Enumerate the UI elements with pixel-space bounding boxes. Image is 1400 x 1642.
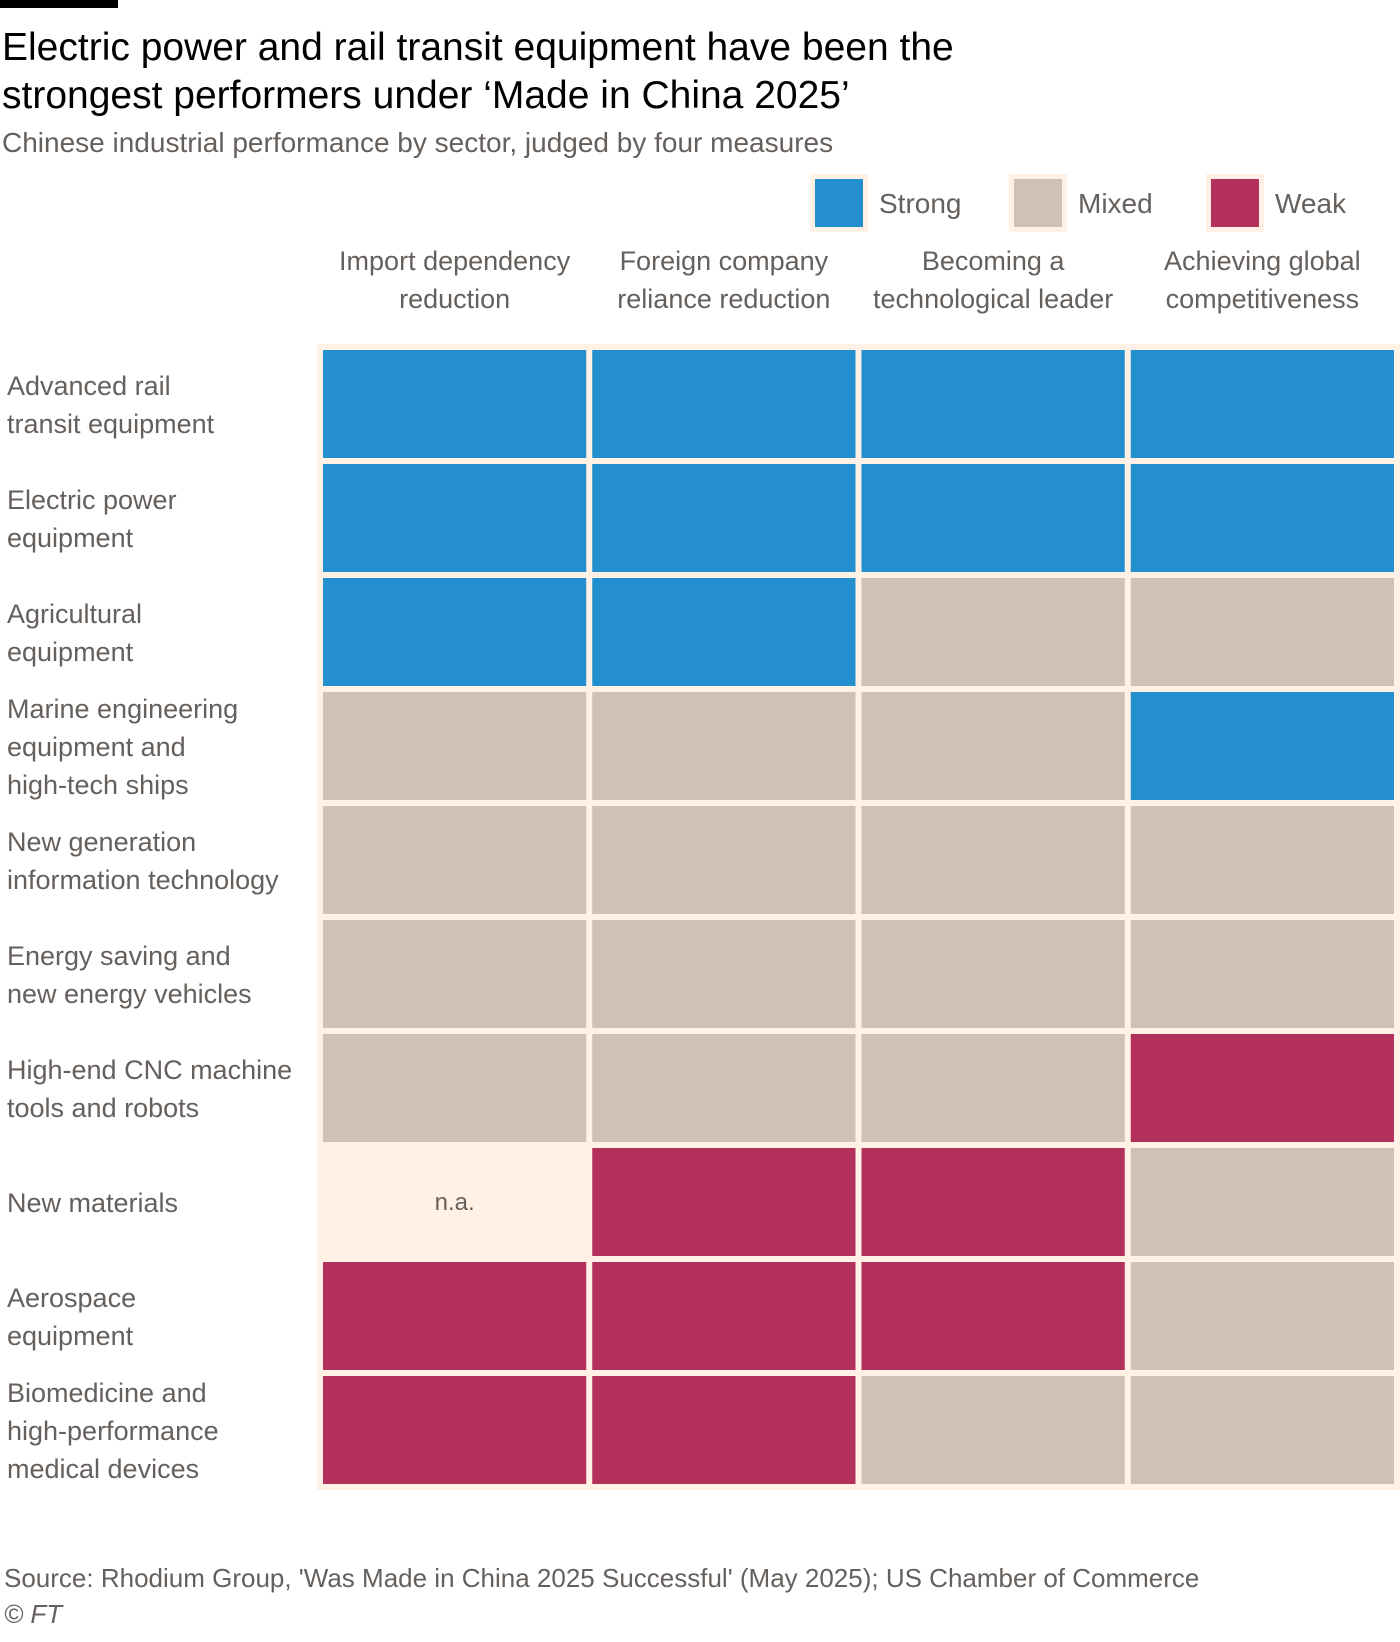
heatmap-cell-1-1-strong bbox=[592, 464, 856, 572]
chart-title: Electric power and rail transit equipmen… bbox=[2, 26, 954, 117]
row-label-3-line-0: Marine engineering bbox=[7, 694, 238, 724]
heatmap-cell-8-3-mixed bbox=[1130, 1262, 1394, 1370]
heatmap-chart: Strong Mixed Weak Import dependency reductio… bbox=[7, 174, 1400, 1490]
source-note: Source: Rhodium Group, 'Was Made in Chin… bbox=[4, 1563, 1200, 1593]
heatmap-cell-7-2-weak bbox=[861, 1148, 1125, 1256]
column-header-2-line-0: Becoming a bbox=[922, 246, 1066, 276]
column-header-3-line-1: competitiveness bbox=[1166, 284, 1360, 314]
heatmap-cell-9-0-weak bbox=[323, 1376, 587, 1484]
column-header-0-line-0: Import dependency bbox=[339, 246, 571, 276]
row-label-2-line-0: Agricultural bbox=[7, 599, 142, 629]
heatmap-cell-6-2-mixed bbox=[861, 1034, 1125, 1142]
ft-top-bar bbox=[0, 0, 118, 8]
row-label-5-line-0: Energy saving and bbox=[7, 941, 231, 971]
row-label-8-line-1: equipment bbox=[7, 1321, 134, 1351]
row-label-9-line-1: high-performance bbox=[7, 1416, 219, 1446]
copyright-note: © FT bbox=[4, 1599, 63, 1629]
row-label-8-line-0: Aerospace bbox=[7, 1283, 136, 1313]
row-label-1-line-0: Electric power bbox=[7, 485, 177, 515]
row-label-9-line-0: Biomedicine and bbox=[7, 1378, 207, 1408]
heatmap-cell-2-1-strong bbox=[592, 578, 856, 686]
heatmap-cell-2-2-mixed bbox=[861, 578, 1125, 686]
row-label-0-line-1: transit equipment bbox=[7, 409, 215, 439]
legend-swatch-weak bbox=[1211, 179, 1259, 227]
legend-label-strong: Strong bbox=[879, 188, 962, 219]
row-label-4-line-0: New generation bbox=[7, 827, 196, 857]
legend-label-mixed: Mixed bbox=[1078, 188, 1153, 219]
heatmap-cell-7-3-mixed bbox=[1130, 1148, 1394, 1256]
row-label-3-line-1: equipment and bbox=[7, 732, 186, 762]
heatmap-cell-0-2-strong bbox=[861, 350, 1125, 458]
heatmap-cell-5-0-mixed bbox=[323, 920, 587, 1028]
heatmap-cell-6-1-mixed bbox=[592, 1034, 856, 1142]
column-header-3-line-0: Achieving global bbox=[1164, 246, 1361, 276]
column-header-1-line-1: reliance reduction bbox=[617, 284, 830, 314]
row-label-6-line-0: High-end CNC machine bbox=[7, 1055, 292, 1085]
na-label-7-0: n.a. bbox=[435, 1189, 475, 1216]
heatmap-cell-1-3-strong bbox=[1130, 464, 1394, 572]
legend-label-weak: Weak bbox=[1275, 188, 1347, 219]
heatmap-cell-0-3-strong bbox=[1130, 350, 1394, 458]
heatmap-cell-6-3-weak bbox=[1130, 1034, 1394, 1142]
row-label-0-line-0: Advanced rail bbox=[7, 371, 171, 401]
heatmap-cell-4-1-mixed bbox=[592, 806, 856, 914]
heatmap-cell-9-1-weak bbox=[592, 1376, 856, 1484]
heatmap-cell-0-0-strong bbox=[323, 350, 587, 458]
row-label-1-line-1: equipment bbox=[7, 523, 134, 553]
row-label-4-line-1: information technology bbox=[7, 865, 279, 895]
heatmap-cell-4-0-mixed bbox=[323, 806, 587, 914]
heatmap-cell-3-2-mixed bbox=[861, 692, 1125, 800]
legend-swatch-mixed bbox=[1014, 179, 1062, 227]
row-label-5-line-1: new energy vehicles bbox=[7, 979, 252, 1009]
heatmap-cell-9-3-mixed bbox=[1130, 1376, 1394, 1484]
heatmap-cell-2-3-mixed bbox=[1130, 578, 1394, 686]
legend-swatch-strong bbox=[815, 179, 863, 227]
heatmap-cell-3-1-mixed bbox=[592, 692, 856, 800]
heatmap-cell-5-1-mixed bbox=[592, 920, 856, 1028]
heatmap-cell-9-2-mixed bbox=[861, 1376, 1125, 1484]
heatmap-cell-3-0-mixed bbox=[323, 692, 587, 800]
heatmap-cell-4-2-mixed bbox=[861, 806, 1125, 914]
heatmap-cell-6-0-mixed bbox=[323, 1034, 587, 1142]
heatmap-cell-8-2-weak bbox=[861, 1262, 1125, 1370]
heatmap-cell-8-0-weak bbox=[323, 1262, 587, 1370]
chart-subtitle: Chinese industrial performance by sector… bbox=[2, 127, 834, 158]
heatmap-cell-4-3-mixed bbox=[1130, 806, 1394, 914]
heatmap-cell-5-2-mixed bbox=[861, 920, 1125, 1028]
row-label-7-line-0: New materials bbox=[7, 1188, 178, 1218]
row-label-6-line-1: tools and robots bbox=[7, 1093, 199, 1123]
heatmap-cell-3-3-strong bbox=[1130, 692, 1394, 800]
row-label-3-line-2: high-tech ships bbox=[7, 770, 189, 800]
column-header-1-line-0: Foreign company bbox=[620, 246, 829, 276]
column-header-2-line-1: technological leader bbox=[873, 284, 1113, 314]
heatmap-cell-1-0-strong bbox=[323, 464, 587, 572]
heatmap-cell-7-1-weak bbox=[592, 1148, 856, 1256]
row-label-2-line-1: equipment bbox=[7, 637, 134, 667]
row-label-9-line-2: medical devices bbox=[7, 1454, 199, 1484]
heatmap-cell-0-1-strong bbox=[592, 350, 856, 458]
column-header-0-line-1: reduction bbox=[399, 284, 510, 314]
heatmap-cell-7-0-na bbox=[323, 1148, 587, 1256]
heatmap-cell-5-3-mixed bbox=[1130, 920, 1394, 1028]
heatmap-cell-8-1-weak bbox=[592, 1262, 856, 1370]
heatmap-cell-1-2-strong bbox=[861, 464, 1125, 572]
heatmap-cell-2-0-strong bbox=[323, 578, 587, 686]
